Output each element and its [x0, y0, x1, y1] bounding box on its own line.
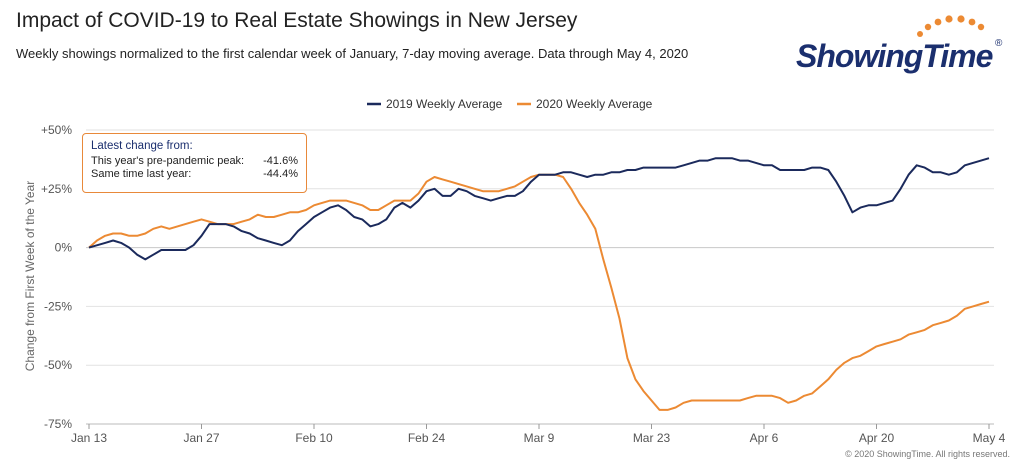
- showingtime-logo: ShowingTime ®: [796, 14, 1006, 76]
- y-tick-label: +25%: [41, 182, 72, 196]
- series-line-2020: [88, 173, 990, 411]
- legend-label-2020: 2020 Weekly Average: [536, 97, 653, 111]
- series-line-2019: [88, 157, 990, 261]
- legend: 2019 Weekly Average 2020 Weekly Average: [367, 97, 653, 111]
- x-tick-label: Jan 13: [71, 431, 107, 445]
- legend-label-2019: 2019 Weekly Average: [386, 97, 503, 111]
- x-tick-label: Mar 23: [633, 431, 671, 445]
- annotation-row-peak: This year's pre-pandemic peak: -41.6%: [91, 155, 298, 168]
- latest-change-annotation: Latest change from: This year's pre-pand…: [82, 133, 307, 193]
- chart-title: Impact of COVID-19 to Real Estate Showin…: [16, 9, 578, 32]
- x-tick-label: Feb 24: [408, 431, 446, 445]
- annotation-value: -44.4%: [263, 168, 298, 180]
- copyright-notice: © 2020 ShowingTime. All rights reserved.: [845, 449, 1010, 459]
- y-tick-label: +50%: [41, 123, 72, 137]
- y-tick-label: -75%: [44, 417, 72, 431]
- y-axis-title: Change from First Week of the Year: [23, 181, 37, 372]
- annotation-label: This year's pre-pandemic peak:: [91, 155, 245, 167]
- y-tick-label: -25%: [44, 299, 72, 313]
- annotation-title: Latest change from:: [91, 140, 193, 152]
- x-axis-ticks: Jan 13 Jan 27 Feb 10 Feb 24 Mar 9 Mar 23 Apr 6…: [71, 423, 1006, 445]
- y-tick-label: -50%: [44, 358, 72, 372]
- x-tick-label: Apr 6: [750, 431, 779, 445]
- series-lines: [88, 157, 990, 411]
- logo-dots-icon: [917, 15, 985, 37]
- logo-wordmark: ShowingTime: [796, 38, 993, 74]
- y-axis-ticks: +50% +25% 0% -25% -50% -75%: [41, 123, 72, 431]
- x-tick-label: Mar 9: [524, 431, 555, 445]
- annotation-value: -41.6%: [263, 155, 298, 167]
- annotation-row-last-year: Same time last year: -44.4%: [91, 168, 298, 181]
- y-tick-label: 0%: [55, 241, 73, 255]
- x-tick-label: Jan 27: [183, 431, 219, 445]
- x-tick-label: Feb 10: [295, 431, 333, 445]
- x-tick-label: May 4: [973, 431, 1006, 445]
- logo-registered-mark: ®: [995, 38, 1003, 49]
- x-tick-label: Apr 20: [859, 431, 895, 445]
- chart-subtitle: Weekly showings normalized to the first …: [16, 46, 689, 61]
- annotation-label: Same time last year:: [91, 168, 192, 180]
